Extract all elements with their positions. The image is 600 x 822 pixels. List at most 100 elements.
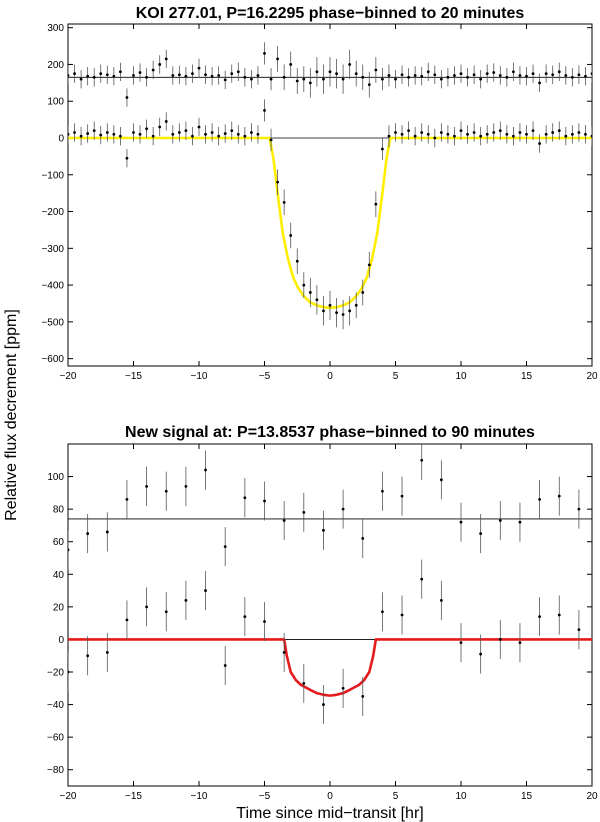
panel-top-data-point bbox=[505, 75, 509, 79]
panel-bottom-data-point bbox=[479, 532, 483, 535]
panel-top-data-point bbox=[269, 77, 273, 81]
panel-top-data-point bbox=[584, 132, 587, 136]
panel-top-data-point bbox=[328, 70, 332, 74]
panel-bottom-data-point bbox=[105, 651, 109, 654]
panel-top-data-point bbox=[171, 132, 175, 136]
panel-top-data-point bbox=[86, 132, 90, 135]
panel-top-data-point bbox=[177, 131, 181, 134]
panel-bottom-data-point bbox=[498, 519, 502, 522]
panel-bottom-data-point bbox=[557, 613, 561, 617]
panel-top-data-point bbox=[590, 72, 592, 76]
panel-top-data-point bbox=[407, 75, 410, 79]
panel-top-data-point bbox=[354, 303, 358, 307]
panel-top-data-point bbox=[322, 77, 325, 81]
panel-top-data-point bbox=[302, 283, 306, 287]
panel-top-data-point bbox=[151, 134, 155, 138]
panel-bottom-data-point bbox=[145, 605, 149, 609]
panel-top-data-point bbox=[302, 77, 306, 81]
panel-top-data-point bbox=[348, 63, 352, 66]
panel-top-data-point bbox=[184, 129, 188, 133]
panel-top-data-point bbox=[250, 77, 253, 81]
panel-top-data-point bbox=[236, 70, 240, 74]
panel-top-data-point bbox=[348, 309, 352, 313]
panel-top-data-point bbox=[531, 129, 535, 133]
panel-bottom-data-point bbox=[361, 695, 365, 698]
panel-top-data-point bbox=[92, 129, 96, 133]
shared-x-axis-label: Time since mid−transit [hr] bbox=[236, 805, 423, 822]
panel-top-data-point bbox=[459, 72, 463, 76]
panel-top-y-tick-label: −500 bbox=[41, 317, 64, 328]
panel-bottom-data-point bbox=[68, 548, 70, 552]
panel-top-data-point bbox=[315, 298, 319, 302]
panel-top-data-point bbox=[381, 77, 384, 81]
panel-top-data-point bbox=[341, 77, 345, 81]
panel-top-data-point bbox=[518, 131, 522, 134]
panel-top-data-point bbox=[79, 77, 83, 81]
panel-top-data-point bbox=[466, 132, 469, 136]
panel-top-x-tick-label: 15 bbox=[521, 371, 533, 382]
panel-bottom-x-tick-label: 0 bbox=[327, 791, 333, 802]
panel-bottom-y-tick-label: 40 bbox=[53, 570, 65, 581]
panel-top-y-tick-label: 100 bbox=[47, 97, 64, 108]
panel-top-data-point bbox=[73, 72, 76, 76]
panel-bottom-data-point bbox=[400, 494, 404, 498]
panel-top-data-point bbox=[204, 73, 207, 77]
panel-bottom-data-point bbox=[86, 532, 90, 535]
panel-top-data-point bbox=[485, 72, 489, 76]
panel-top-data-point bbox=[289, 234, 293, 237]
panel-top-data-point bbox=[308, 291, 312, 294]
panel-bottom-y-tick-label: 80 bbox=[53, 505, 65, 516]
panel-top-data-point bbox=[570, 132, 574, 136]
panel-top-data-point bbox=[544, 72, 548, 76]
panel-top-data-point bbox=[171, 74, 175, 77]
panel-top-data-point bbox=[92, 75, 96, 79]
panel-top-data-point bbox=[446, 132, 450, 136]
panel-top-x-tick-label: 0 bbox=[327, 371, 333, 382]
panel-top-data-point bbox=[485, 132, 489, 136]
panel-bottom-data-point bbox=[86, 654, 90, 658]
panel-top-data-point bbox=[86, 74, 90, 78]
panel-bottom-y-tick-label: 100 bbox=[47, 472, 64, 483]
panel-bottom-x-tick-label: 10 bbox=[455, 791, 467, 802]
panel-top-data-point bbox=[99, 72, 103, 76]
panel-top-data-point bbox=[132, 131, 135, 134]
panel-top-data-point bbox=[263, 109, 266, 112]
panel-top-data-point bbox=[341, 313, 345, 316]
panel-bottom-data-point bbox=[223, 545, 227, 548]
panel-top-data-point bbox=[256, 74, 260, 77]
panel-top-data-point bbox=[132, 74, 135, 77]
panel-top-data-point bbox=[387, 134, 391, 138]
panel-top-data-point bbox=[538, 142, 541, 145]
panel-top-data-point bbox=[164, 57, 168, 61]
panel-top-data-point bbox=[282, 75, 286, 79]
panel-bottom-data-point bbox=[341, 686, 345, 690]
panel-top-data-point bbox=[505, 132, 509, 136]
panel-top-data-point bbox=[394, 131, 397, 134]
panel-bottom-data-point bbox=[420, 458, 424, 462]
panel-top-x-tick-label: 5 bbox=[393, 371, 399, 382]
panel-bottom-data-point bbox=[518, 520, 522, 524]
panel-top-data-point bbox=[145, 127, 149, 131]
panel-top-data-point bbox=[105, 73, 109, 77]
panel-top-data-point bbox=[413, 134, 417, 138]
panel-top-data-point bbox=[479, 134, 483, 138]
panel-bottom-data-point bbox=[322, 528, 325, 532]
panel-top-data-point bbox=[230, 129, 234, 133]
panel-bottom-data-point bbox=[341, 507, 345, 511]
panel-top-data-point bbox=[512, 134, 515, 138]
panel-bottom-x-tick-label: 5 bbox=[393, 791, 399, 802]
panel-bottom-data-point bbox=[184, 484, 188, 488]
panel-bottom-data-point bbox=[223, 664, 227, 667]
panel-top-data-point bbox=[439, 131, 443, 134]
panel-top-y-tick-label: 200 bbox=[47, 60, 64, 71]
panel-bottom-data-point bbox=[381, 489, 384, 493]
panel-top-data-point bbox=[400, 73, 404, 77]
panel-top-x-tick-label: −20 bbox=[60, 371, 77, 382]
panel-top-data-point bbox=[459, 129, 463, 133]
panel-top-data-point bbox=[335, 311, 338, 315]
panel-top-plot-area bbox=[68, 42, 592, 330]
panel-top-data-point bbox=[531, 72, 535, 76]
panel-bottom-data-point bbox=[400, 613, 404, 617]
panel-top-data-point bbox=[68, 74, 70, 77]
panel-top-data-point bbox=[125, 156, 129, 160]
